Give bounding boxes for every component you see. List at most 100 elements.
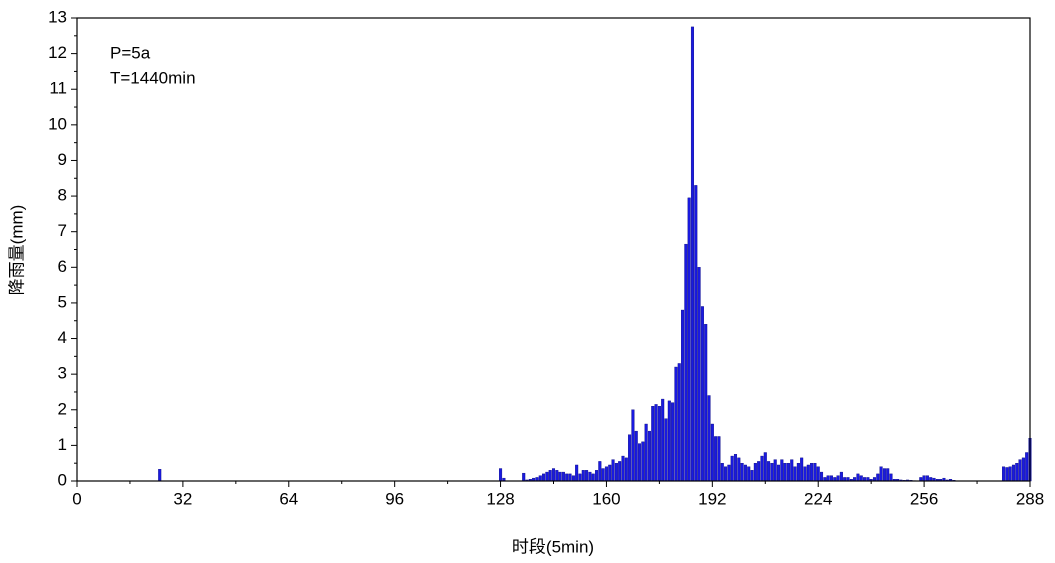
bar (826, 475, 830, 482)
bar (647, 430, 651, 482)
y-tick-label: 12 (48, 43, 67, 62)
x-tick-label: 96 (385, 489, 404, 508)
bar (757, 461, 761, 482)
bar (925, 475, 929, 482)
bar (588, 471, 592, 482)
bar (651, 406, 655, 482)
bar (618, 461, 622, 482)
y-tick-label: 6 (58, 257, 67, 276)
bar (575, 464, 579, 482)
bar (886, 468, 890, 482)
bar (545, 471, 549, 482)
bar (568, 473, 572, 482)
bar (760, 455, 764, 482)
bar (690, 26, 695, 482)
bar (816, 466, 820, 482)
bar (614, 462, 618, 482)
bar (657, 406, 661, 482)
bar (780, 459, 784, 482)
bar (631, 409, 635, 482)
y-tick-label: 7 (58, 221, 67, 240)
bar (684, 243, 688, 482)
bar (839, 471, 843, 482)
bar (717, 436, 721, 482)
bar (571, 475, 575, 482)
bar (661, 398, 665, 482)
x-tick-label: 192 (698, 489, 726, 508)
y-tick-label: 0 (58, 470, 67, 489)
y-tick-label: 3 (58, 364, 67, 383)
bar (889, 473, 893, 482)
bar (578, 473, 582, 482)
x-tick-label: 224 (804, 489, 832, 508)
bar (641, 441, 645, 482)
bar (585, 470, 589, 482)
bar (677, 363, 681, 482)
bar (720, 462, 724, 482)
bar (664, 418, 668, 482)
bar (601, 468, 605, 482)
y-tick-label: 4 (58, 328, 67, 347)
bar (859, 475, 863, 482)
bar (714, 436, 718, 482)
bar (773, 459, 777, 482)
y-tick-label: 10 (48, 114, 67, 133)
annotation: T=1440min (110, 68, 196, 87)
bar (581, 470, 585, 482)
bar (654, 404, 658, 482)
bar (813, 462, 817, 482)
bar (634, 430, 638, 482)
bar (730, 455, 734, 482)
bar (740, 462, 744, 482)
bar (555, 470, 559, 482)
bar (796, 462, 800, 482)
bar (727, 464, 731, 482)
bar (700, 306, 704, 482)
bar (803, 466, 807, 482)
bar (810, 462, 814, 482)
y-tick-label: 11 (49, 79, 67, 98)
bar (876, 473, 880, 482)
x-tick-label: 0 (72, 489, 81, 508)
bar (747, 466, 751, 482)
bar (598, 461, 602, 482)
y-tick-label: 2 (58, 399, 67, 418)
bar (687, 197, 691, 482)
bar (763, 452, 767, 482)
bar (783, 462, 787, 482)
bar (829, 475, 833, 482)
bar (638, 443, 642, 482)
bar (644, 423, 648, 482)
bar (820, 471, 824, 482)
bar (551, 468, 556, 482)
x-tick-label: 128 (486, 489, 514, 508)
bar (856, 473, 860, 482)
bar (621, 455, 625, 482)
bar (158, 469, 162, 482)
bar (724, 466, 728, 482)
bar (790, 459, 794, 482)
bar (608, 464, 612, 482)
bar (558, 471, 562, 482)
bar (1018, 459, 1022, 482)
x-axis-label: 时段(5min) (512, 537, 594, 556)
bar (704, 324, 708, 482)
y-tick-label: 5 (58, 292, 67, 311)
bar (548, 470, 552, 482)
bar (710, 423, 714, 482)
y-tick-label: 1 (58, 435, 67, 454)
bar (1011, 464, 1015, 482)
bar (1021, 457, 1025, 482)
bar (922, 475, 926, 482)
bar (793, 466, 797, 482)
bar (681, 309, 685, 482)
bar (697, 267, 701, 482)
x-tick-label: 160 (592, 489, 620, 508)
bar (733, 454, 738, 482)
x-tick-label: 64 (279, 489, 298, 508)
bar (836, 475, 840, 482)
bar (611, 459, 615, 482)
bar (591, 473, 595, 482)
bar (882, 468, 886, 482)
